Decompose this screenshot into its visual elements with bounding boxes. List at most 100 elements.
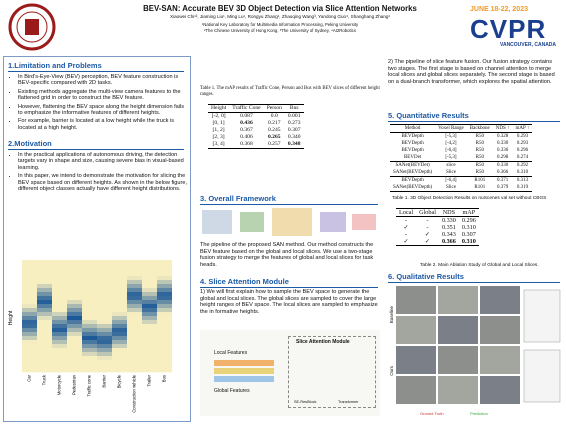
heatmap-cell	[112, 320, 127, 325]
table-cell: R50	[475, 163, 484, 168]
table-cell: 0.217	[267, 120, 281, 126]
table-cell: 0.336	[497, 148, 509, 153]
heatmap-cell	[67, 348, 82, 353]
table-cell: 0.245	[267, 127, 281, 133]
heatmap-cell	[22, 304, 37, 309]
heatmap-cell	[22, 324, 37, 329]
table-cell: -	[426, 217, 429, 224]
camera-image	[438, 376, 478, 404]
heatmap-cell	[67, 364, 82, 369]
heatmap-cell	[52, 316, 67, 321]
bullet: Existing methods aggregate the multi-vie…	[18, 89, 190, 102]
table-cell: 0.330	[497, 141, 509, 146]
heatmap-cell	[37, 264, 52, 269]
heatmap-cell	[157, 336, 172, 341]
table-cell: 0.310	[461, 238, 476, 245]
heatmap-cell	[127, 324, 142, 329]
heatmap-cell	[142, 276, 157, 281]
table: Height Traffic Cone Person Bus [-2, 0] 0.087 0…	[208, 104, 304, 149]
heatmap-cell	[82, 280, 97, 285]
heatmap-cell	[97, 284, 112, 289]
table-cell: 0.293	[516, 134, 529, 139]
heatmap-cell	[97, 364, 112, 369]
figure-label: Transformer	[338, 400, 359, 404]
column-header: NDS ↑	[495, 126, 510, 131]
column-header: NDS	[442, 209, 456, 216]
heatmap-cell	[67, 332, 82, 337]
table-cell: 0.313	[516, 178, 529, 183]
heatmap-cell	[82, 284, 97, 289]
heatmap-cell	[82, 352, 97, 357]
heatmap-cell	[37, 280, 52, 285]
heatmap-cell	[67, 296, 82, 301]
figure-label: Local Features	[214, 350, 248, 356]
left-column	[3, 56, 191, 422]
table-cell: 0.436	[240, 120, 253, 126]
heatmap-cell	[157, 272, 172, 277]
heatmap-cell	[157, 316, 172, 321]
heading: 2.Motivation	[8, 139, 184, 150]
table-cell: R50	[475, 134, 484, 139]
heatmap-cell	[67, 276, 82, 281]
heatmap-cell	[127, 336, 142, 341]
heatmap-cell	[82, 340, 97, 345]
camera-image	[438, 286, 478, 314]
table-cell: 0.310	[516, 170, 529, 175]
heatmap-cell	[22, 360, 37, 365]
heatmap-cell	[97, 280, 112, 285]
heatmap-cell	[112, 268, 127, 273]
heatmap-cell	[112, 304, 127, 309]
camera-image	[396, 316, 436, 344]
heatmap-cell	[67, 328, 82, 333]
heatmap-cell	[52, 332, 67, 337]
table-row: SANet(BEVDepth) Slice R50 0.366 0.310	[390, 169, 533, 177]
table-row: BEVDepth [-6,4] R101 0.371 0.313	[390, 177, 532, 185]
heatmap-cell	[37, 340, 52, 345]
heatmap-cell	[112, 260, 127, 265]
table-row: ✓ ✓ 0.366 0.310	[396, 238, 479, 246]
heatmap-cell	[157, 292, 172, 297]
table-cell: 0.292	[516, 163, 529, 168]
table-cell: 0.296	[516, 148, 529, 153]
table-row: SANet(BEVDepth) Slice R101 0.379 0.319	[390, 184, 533, 192]
table-cell: Slice	[445, 170, 456, 175]
heatmap-cell	[67, 320, 82, 325]
heatmap-cell	[37, 332, 52, 337]
heatmap-cell	[157, 320, 172, 325]
table-row: [-2, 0] 0.087 0.0 0.001	[208, 113, 304, 121]
conf-location: VANCOUVER, CANADA	[500, 42, 557, 48]
heatmap-cell	[97, 360, 112, 365]
heatmap-cell	[52, 284, 67, 289]
header-row: Height Traffic Cone Person Bus	[208, 104, 304, 113]
heatmap-cell	[112, 328, 127, 333]
heatmap-cell	[97, 272, 112, 277]
heatmap-cell	[127, 280, 142, 285]
heatmap-cell	[37, 276, 52, 281]
heatmap-cell	[22, 328, 37, 333]
caption: Table 1. 3D Object Detection Results on …	[392, 196, 547, 201]
heatmap-cell	[22, 260, 37, 265]
heatmap-cell	[112, 316, 127, 321]
heatmap-cell	[82, 324, 97, 329]
heatmap-cell	[82, 344, 97, 349]
height-heatmap: Height Car Truck Motorcycle Pedestrian Traffi…	[8, 260, 172, 413]
table-cell: BEVDet	[403, 155, 422, 160]
heatmap-cell	[157, 296, 172, 301]
heatmap-cell	[37, 316, 52, 321]
category-label: Pedestrian	[72, 374, 77, 395]
heatmap-cell	[67, 356, 82, 361]
heatmap-cell	[142, 336, 157, 341]
heatmap-cell	[142, 364, 157, 369]
table-head: Height Traffic Cone Person Bus	[208, 104, 304, 113]
table-row: BEVDepth [-6,4] R50 0.336 0.296	[390, 147, 532, 154]
table-cell: 0.328	[497, 134, 509, 139]
heatmap-cell	[112, 288, 127, 293]
camera-image	[396, 376, 436, 404]
heatmap-cell	[82, 288, 97, 293]
heatmap-cell	[52, 300, 67, 305]
table-cell: SANet(BEVDet)	[395, 163, 430, 168]
title: BEV-SAN: Accurate BEV 3D Object Detectio…	[143, 4, 417, 13]
conf-dates: JUNE 18-22, 2023	[470, 6, 528, 13]
heatmap-cell	[37, 320, 52, 325]
table: Method Voxel Range Backbone NDS ↑ mAP ↑ BEVDe…	[390, 124, 533, 192]
